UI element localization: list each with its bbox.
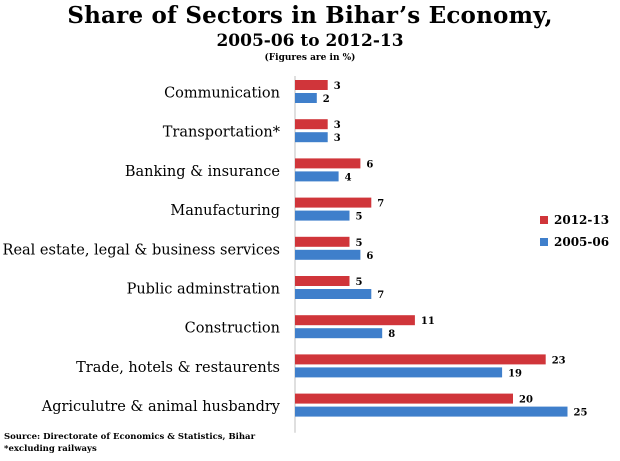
bar-2012-13-transportation (295, 119, 328, 130)
bar-2012-13-manufacturing (295, 197, 372, 208)
chart-subtitle: 2005-06 to 2012-13 (216, 31, 404, 51)
data-label-2005-06-construction: 8 (388, 329, 395, 340)
legend-label-2005-06: 2005-06 (554, 235, 610, 249)
bar-2005-06-real-estate-legal-business-services (295, 249, 361, 260)
category-label-trade-hotels-restaurents: Trade, hotels & restaurents (76, 360, 280, 376)
category-label-banking-insurance: Banking & insurance (125, 164, 280, 180)
bar-2012-13-public-adminstration (295, 276, 350, 286)
data-label-2005-06-real-estate-legal-business-services: 6 (366, 251, 373, 262)
data-label-2005-06-banking-insurance: 4 (345, 172, 352, 183)
figures-note: (Figures are in %) (264, 53, 356, 63)
bar-2005-06-manufacturing (295, 210, 350, 221)
data-label-2005-06-communication: 2 (323, 94, 330, 105)
category-label-public-adminstration: Public adminstration (127, 282, 280, 298)
data-label-2012-13-public-adminstration: 5 (356, 277, 363, 288)
data-label-2012-13-manufacturing: 7 (377, 199, 384, 210)
data-label-2005-06-manufacturing: 5 (356, 212, 363, 223)
bar-2012-13-construction (295, 315, 415, 326)
legend-item-2012-13: 2012-13 (540, 213, 609, 227)
category-label-transportation: Transportation* (163, 125, 281, 141)
chart-legend: 2012-13 2005-06 (540, 213, 609, 257)
bar-2012-13-agriculutre-animal-husbandry (295, 393, 513, 404)
data-label-2005-06-agriculutre-animal-husbandry: 25 (574, 408, 588, 419)
bar-2005-06-communication (295, 93, 317, 103)
legend-label-2012-13: 2012-13 (554, 213, 610, 227)
data-label-2005-06-public-adminstration: 7 (377, 290, 384, 301)
data-label-2012-13-construction: 11 (421, 316, 435, 327)
legend-swatch-2005-06 (540, 238, 548, 246)
category-label-agriculutre-animal-husbandry: Agriculutre & animal husbandry (41, 399, 281, 415)
bar-2005-06-banking-insurance (295, 171, 339, 182)
legend-item-2005-06: 2005-06 (540, 235, 609, 249)
category-label-real-estate-legal-business-services: Real estate, legal & business services (3, 242, 280, 258)
source-note: Source: Directorate of Economics & Stati… (4, 432, 256, 442)
data-label-2005-06-transportation: 3 (334, 133, 341, 144)
bar-2012-13-trade-hotels-restaurents (295, 354, 546, 365)
data-label-2012-13-banking-insurance: 6 (366, 159, 373, 170)
data-label-2012-13-real-estate-legal-business-services: 5 (356, 238, 363, 249)
chart-title: Share of Sectors in Bihar’s Economy, (67, 2, 553, 29)
category-label-manufacturing: Manufacturing (170, 203, 280, 219)
data-label-2012-13-agriculutre-animal-husbandry: 20 (519, 395, 533, 406)
footnote: *excluding railways (4, 444, 97, 454)
category-label-communication: Communication (164, 86, 280, 102)
bar-2012-13-real-estate-legal-business-services (295, 236, 350, 247)
bar-2012-13-banking-insurance (295, 158, 361, 169)
bar-2005-06-trade-hotels-restaurents (295, 367, 503, 378)
data-label-2012-13-transportation: 3 (334, 120, 341, 131)
category-label-construction: Construction (185, 321, 280, 337)
data-label-2012-13-trade-hotels-restaurents: 23 (552, 355, 566, 366)
data-label-2005-06-trade-hotels-restaurents: 19 (508, 368, 522, 379)
bar-2005-06-public-adminstration (295, 289, 372, 299)
data-label-2012-13-communication: 3 (334, 81, 341, 92)
bar-2005-06-transportation (295, 132, 328, 143)
bar-2005-06-agriculutre-animal-husbandry (295, 406, 568, 417)
bar-2005-06-construction (295, 328, 383, 339)
bar-2012-13-communication (295, 80, 328, 90)
legend-swatch-2012-13 (540, 216, 548, 224)
